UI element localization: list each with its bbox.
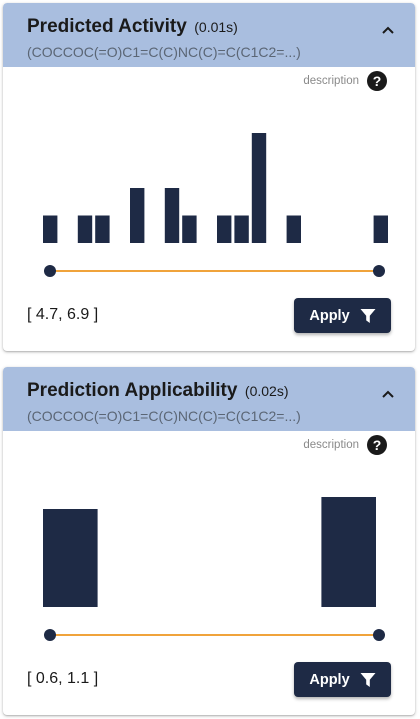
slider-max-handle[interactable] xyxy=(373,265,385,277)
histogram-chart xyxy=(43,497,376,607)
range-slider[interactable] xyxy=(3,625,415,645)
description-row: description ? xyxy=(303,434,387,456)
histogram-bar xyxy=(286,215,301,243)
histogram-bar xyxy=(321,497,376,607)
panel-header[interactable]: Prediction Applicability (0.02s) (COCCOC… xyxy=(3,367,415,431)
description-link[interactable]: description xyxy=(303,75,359,87)
filter-icon xyxy=(360,672,376,687)
prediction-applicability-panel: Prediction Applicability (0.02s) (COCCOC… xyxy=(3,367,415,715)
range-slider[interactable] xyxy=(3,261,415,281)
predicted-activity-panel: Predicted Activity (0.01s) (COCCOC(=O)C1… xyxy=(3,3,415,351)
histogram-bar xyxy=(182,215,197,243)
histogram-bar xyxy=(43,509,98,607)
panel-timing: (0.01s) xyxy=(194,19,238,35)
histogram-bar xyxy=(251,133,267,243)
panel-title-row: Predicted Activity (0.01s) xyxy=(27,16,238,38)
range-value-text: [ 4.7, 6.9 ] xyxy=(27,306,99,323)
panel-title: Prediction Applicability xyxy=(27,380,238,401)
histogram-bar xyxy=(43,215,58,243)
slider-min-handle[interactable] xyxy=(44,629,56,641)
panel-timing: (0.02s) xyxy=(244,383,289,399)
histogram-bar xyxy=(373,215,388,243)
description-link[interactable]: description xyxy=(303,439,359,451)
smiles-text: (COCCOC(=O)C1=C(C)NC(C)=C(C1C2=...) xyxy=(27,44,301,60)
filter-icon xyxy=(360,308,376,323)
chevron-up-icon[interactable] xyxy=(379,23,397,37)
question-mark-icon[interactable]: ? xyxy=(367,435,387,455)
chevron-up-icon[interactable] xyxy=(379,387,397,401)
histogram-bar xyxy=(95,215,110,243)
question-mark-icon[interactable]: ? xyxy=(367,71,387,91)
apply-filter-button[interactable]: Apply xyxy=(294,298,391,333)
range-value-text: [ 0.6, 1.1 ] xyxy=(27,670,99,687)
apply-button-label: Apply xyxy=(309,671,350,688)
apply-filter-button[interactable]: Apply xyxy=(294,662,391,697)
histogram-bar xyxy=(217,215,232,243)
panel-title: Predicted Activity xyxy=(27,16,187,37)
slider-max-handle[interactable] xyxy=(373,629,385,641)
histogram-bar xyxy=(164,188,180,243)
histogram-bar xyxy=(77,215,93,243)
smiles-text: (COCCOC(=O)C1=C(C)NC(C)=C(C1C2=...) xyxy=(27,408,301,424)
description-row: description ? xyxy=(303,70,387,92)
slider-min-handle[interactable] xyxy=(44,265,56,277)
apply-button-label: Apply xyxy=(309,307,350,324)
histogram-bar xyxy=(130,188,145,243)
panel-header[interactable]: Predicted Activity (0.01s) (COCCOC(=O)C1… xyxy=(3,3,415,67)
histogram-chart xyxy=(43,133,388,243)
panel-title-row: Prediction Applicability (0.02s) xyxy=(27,380,288,402)
histogram-bar xyxy=(234,215,249,243)
